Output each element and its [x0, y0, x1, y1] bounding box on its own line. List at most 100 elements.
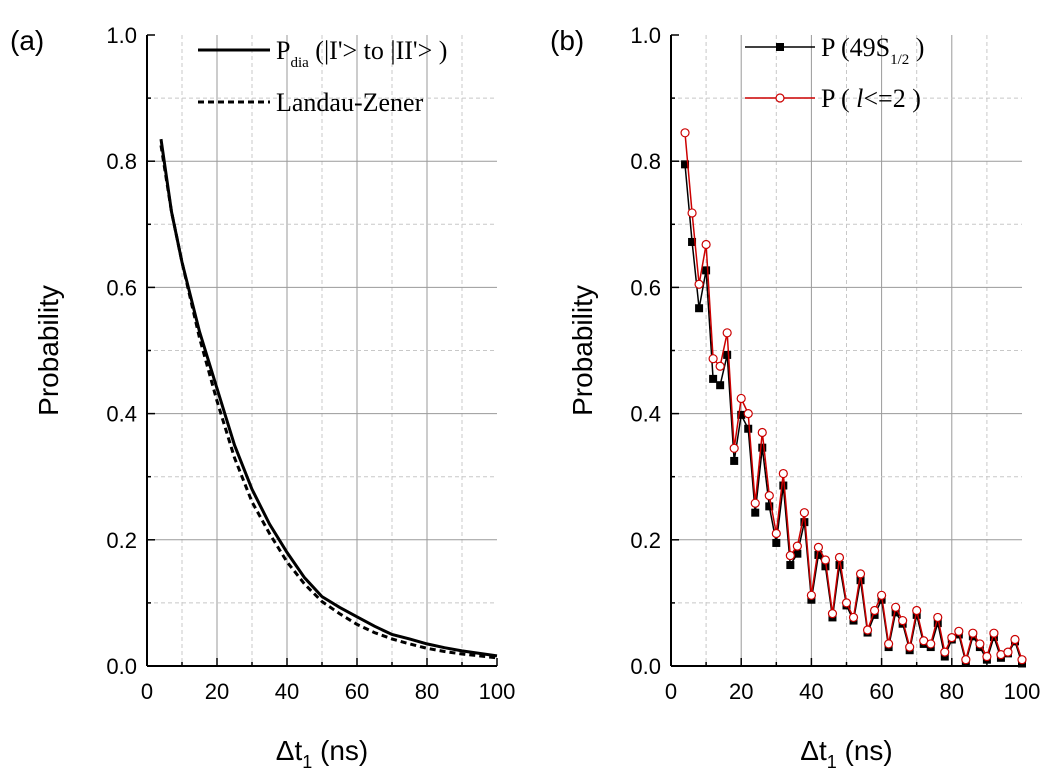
- data-point-plle2: [715, 361, 725, 371]
- series-lz: [159, 145, 498, 660]
- x-axis-label: Δt1 (ns): [800, 735, 893, 772]
- data-point-plle2: [898, 615, 908, 626]
- data-point-p49s: [688, 237, 697, 246]
- x-tick-label: 80: [940, 679, 964, 704]
- data-point-plle2: [947, 633, 957, 643]
- legend-label-pdia: Pdia (|I'> to |II'> ): [276, 36, 447, 71]
- x-axis-label-unit: (ns): [312, 735, 368, 766]
- legend: P (49S1/2 ) P ( l<=2 ): [745, 33, 924, 113]
- series-line-lz: [159, 145, 498, 660]
- data-point-plle2: [806, 590, 817, 600]
- y-tick-label: 1.0: [106, 23, 137, 48]
- data-point-p49s: [814, 550, 823, 559]
- y-tick-label: 0.2: [106, 528, 137, 553]
- data-point-plle2: [834, 552, 845, 563]
- data-point-plle2: [975, 639, 985, 649]
- data-point-plle2: [982, 651, 992, 662]
- x-axis-label-unit: (ns): [837, 735, 893, 766]
- data-point-plle2: [940, 647, 950, 657]
- series-line-plle2: [684, 132, 1023, 660]
- legend: Pdia (|I'> to |II'> ) Landau-Zener: [198, 36, 447, 117]
- x-tick-label: 100: [479, 679, 516, 704]
- x-axis-label-sub: 1: [302, 752, 312, 772]
- data-point-plle2: [771, 528, 781, 539]
- x-tick-label: 0: [665, 679, 677, 704]
- data-point-p49s: [835, 561, 844, 570]
- y-axis-label: Probability: [567, 285, 598, 416]
- legend-label-pre: P (: [821, 84, 856, 113]
- data-point-plle2: [680, 128, 690, 138]
- x-axis-label-sub: 1: [827, 752, 837, 772]
- legend-label-p49s: P (49S1/2 ): [821, 33, 924, 68]
- data-point-plle2: [750, 498, 760, 508]
- ticks: [146, 34, 498, 667]
- data-point-plle2: [827, 609, 838, 619]
- data-point-plle2: [926, 639, 936, 649]
- data-point-plle2: [799, 508, 809, 518]
- data-point-p49s: [681, 160, 690, 169]
- y-tick-label: 0.8: [630, 149, 661, 174]
- data-point-plle2: [694, 279, 704, 289]
- panel-a: 0 20 40 60 80 100 0.0 0.2 0.4 0.6 0.8 1.0 Probabilit…: [10, 23, 515, 772]
- data-point-plle2: [855, 569, 866, 579]
- legend-marker-plle2: [775, 93, 785, 103]
- data-point-p49s: [933, 619, 942, 628]
- data-point-plle2: [869, 605, 880, 616]
- legend-label-plle2: P ( l<=2 ): [821, 84, 921, 113]
- data-point-plle2: [778, 468, 788, 479]
- y-tick-label: 0.8: [106, 149, 137, 174]
- y-tick-label: 0.4: [106, 402, 137, 427]
- data-point-plle2: [708, 354, 718, 364]
- y-tick-label: 0.4: [630, 402, 661, 427]
- data-point-plle2: [968, 628, 978, 638]
- data-point-plle2: [1010, 634, 1020, 645]
- data-point-p49s: [772, 538, 781, 547]
- data-point-plle2: [912, 605, 922, 616]
- x-axis-label: Δt1 (ns): [276, 735, 369, 772]
- data-point-plle2: [933, 612, 943, 623]
- series-pdia: [159, 138, 498, 658]
- data-point-p49s: [786, 561, 795, 570]
- data-point-plle2: [905, 642, 915, 652]
- legend-label-pre: P (49S: [821, 33, 890, 62]
- data-point-plle2: [954, 626, 964, 636]
- data-point-plle2: [848, 612, 859, 623]
- data-point-p49s: [723, 350, 732, 359]
- y-tick-label: 0.6: [630, 275, 661, 300]
- data-point-p49s: [751, 508, 760, 517]
- data-point-p49s: [758, 443, 767, 452]
- legend-label-post: <=2 ): [863, 84, 920, 113]
- data-point-p49s: [891, 608, 900, 617]
- legend-label-lz: Landau-Zener: [276, 88, 424, 117]
- panel-b: 0 20 40 60 80 100 0.0 0.2 0.4 0.6 0.8 1.0 Probabilit…: [550, 23, 1040, 772]
- data-point-p49s: [793, 549, 802, 558]
- x-tick-label: 60: [345, 679, 369, 704]
- y-tick-label: 0.2: [630, 528, 661, 553]
- data-point-plle2: [862, 625, 873, 635]
- data-point-plle2: [1003, 647, 1013, 657]
- x-tick-label: 40: [799, 679, 823, 704]
- legend-label-post: ): [909, 33, 924, 62]
- data-point-p49s: [765, 502, 774, 511]
- y-tick-label: 0.0: [630, 654, 661, 679]
- data-point-p49s: [800, 518, 809, 527]
- legend-label-sub: dia: [290, 55, 309, 71]
- data-point-p49s: [730, 456, 739, 465]
- x-tick-label: 60: [869, 679, 893, 704]
- data-point-plle2: [729, 443, 739, 453]
- data-point-plle2: [884, 639, 894, 649]
- data-point-plle2: [722, 328, 732, 338]
- data-point-plle2: [743, 409, 753, 419]
- series-plle2: [680, 128, 1027, 665]
- data-point-p49s: [702, 266, 711, 275]
- grid: [671, 35, 1022, 666]
- legend-marker-p49s: [776, 43, 784, 51]
- data-point-plle2: [891, 602, 901, 612]
- data-point-plle2: [961, 655, 971, 665]
- x-axis-label-main: Δt: [800, 735, 827, 766]
- legend-label-post: (|I'> to |II'> ): [309, 36, 448, 65]
- data-point-plle2: [736, 393, 746, 404]
- data-point-plle2: [757, 427, 767, 438]
- x-tick-label: 20: [729, 679, 753, 704]
